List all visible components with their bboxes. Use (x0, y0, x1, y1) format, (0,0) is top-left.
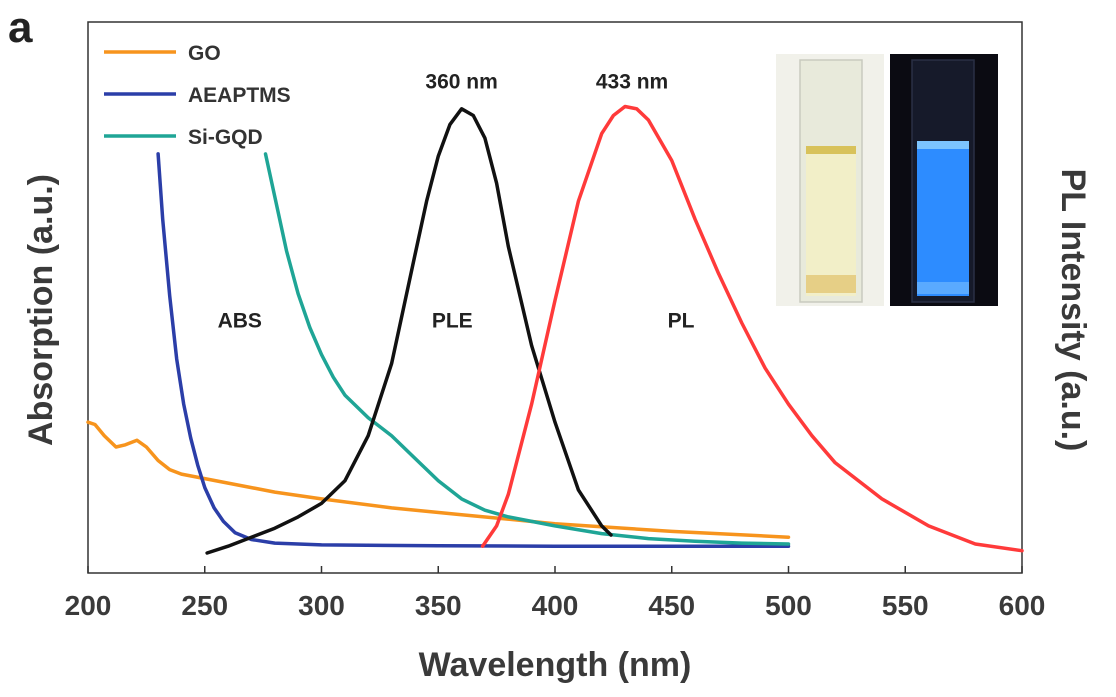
series-group (86, 104, 1024, 555)
x-tick-label: 400 (532, 590, 579, 621)
ambient-cuvette-liquid (806, 150, 856, 296)
x-tick-label: 200 (65, 590, 112, 621)
legend: GO AEAPTMS Si-GQD (104, 42, 291, 149)
inset-photos (776, 54, 998, 306)
series-line-aeaptms (156, 152, 791, 548)
legend-label: AEAPTMS (188, 84, 291, 107)
x-tick-label: 600 (999, 590, 1046, 621)
y-axis-title-right: PL Intensity (a.u.) (1054, 169, 1092, 452)
y-axis-title-left: Absorption (a.u.) (22, 174, 60, 446)
x-tick-label: 300 (298, 590, 345, 621)
uv-cuvette-base (917, 282, 969, 294)
ambient-cuvette-base (806, 275, 856, 293)
x-tick-label: 500 (765, 590, 812, 621)
annotation-label: 360 nm (425, 70, 497, 93)
x-tick-label: 350 (415, 590, 462, 621)
legend-label: GO (188, 42, 221, 65)
series-line-pl (480, 104, 1024, 553)
panel-label: a (8, 3, 33, 52)
ambient-meniscus (806, 146, 856, 154)
annotation-label: ABS (218, 310, 262, 333)
x-tick-label: 550 (882, 590, 929, 621)
uv-meniscus (917, 141, 969, 149)
annotation-label: PLE (432, 310, 473, 333)
annotation-label: PL (668, 310, 695, 333)
x-tick-label: 450 (648, 590, 695, 621)
x-axis-title: Wavelength (nm) (419, 646, 692, 684)
series-line-go (86, 420, 791, 539)
uv-cuvette-liquid (917, 146, 969, 296)
x-tick-label: 250 (181, 590, 228, 621)
legend-label: Si-GQD (188, 126, 263, 149)
annotations: 360 nm 433 nm ABS PLE PL (218, 70, 695, 332)
annotation-label: 433 nm (596, 70, 668, 93)
series-line-si-gqd (263, 152, 791, 546)
uv-cuvette-photo (890, 54, 998, 306)
ambient-cuvette-photo (776, 54, 884, 306)
x-ticks: 200 250 300 350 400 450 500 550 600 (65, 566, 1046, 621)
